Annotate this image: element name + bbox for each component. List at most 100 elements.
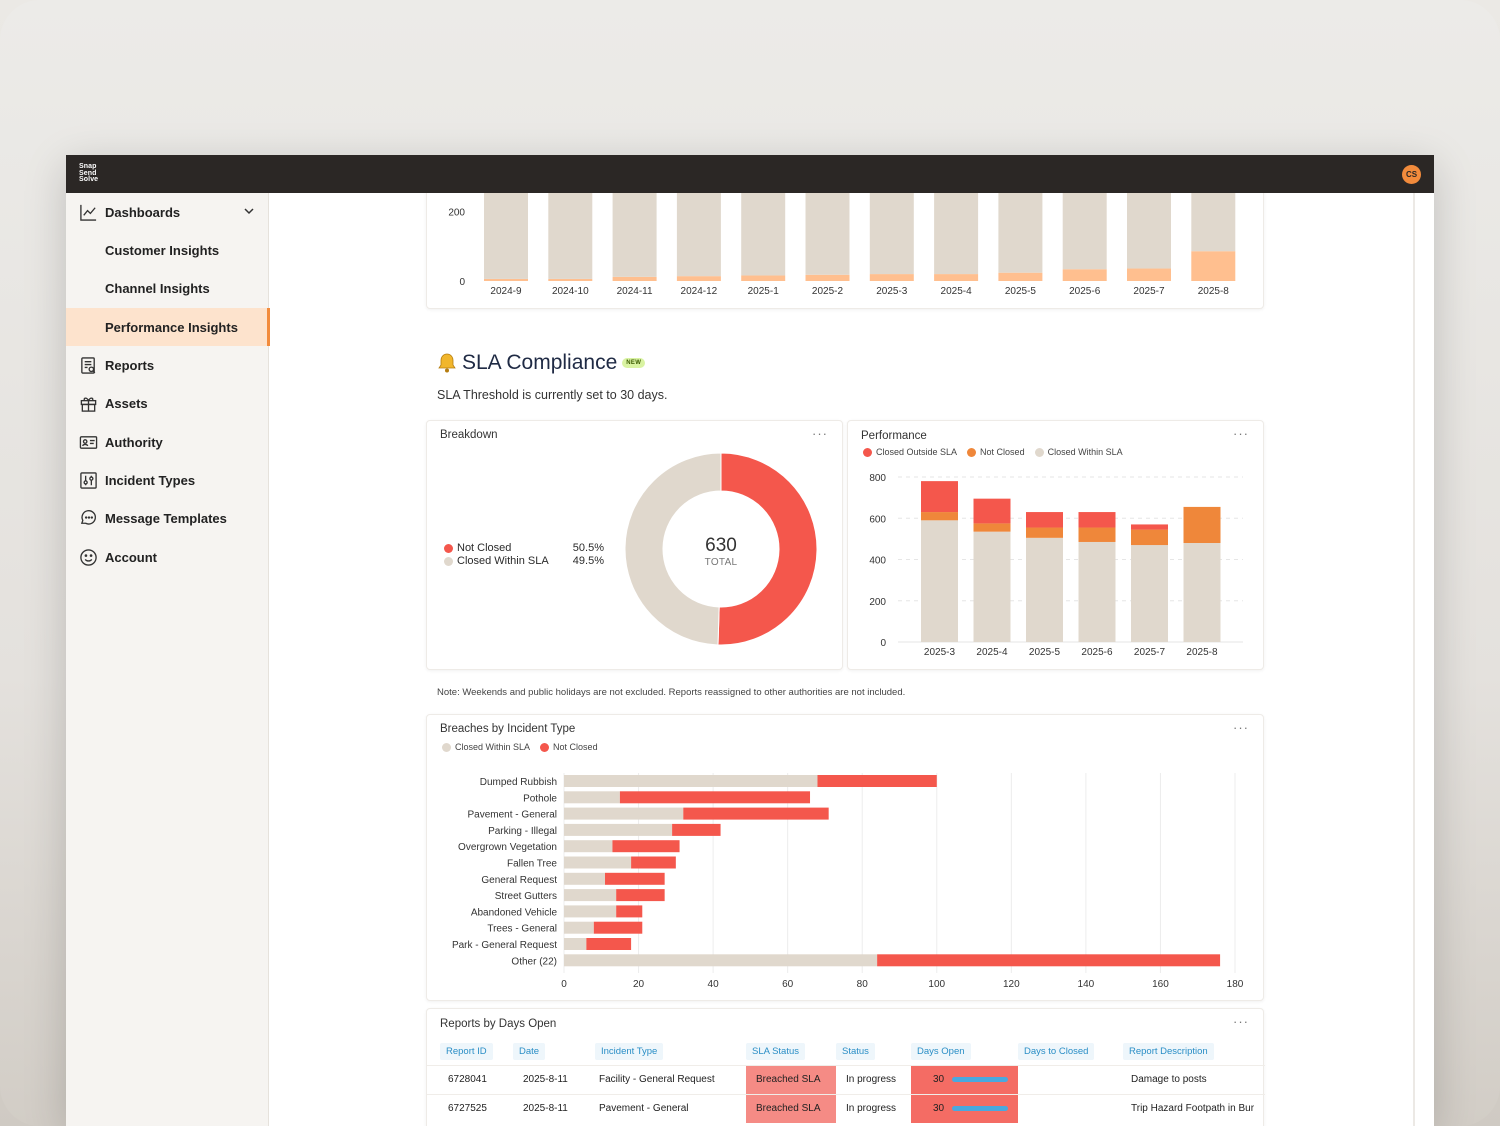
bar-segment (605, 872, 665, 885)
logo-line: Send (79, 169, 97, 177)
bar-segment (1183, 543, 1221, 642)
sidebar-item-channel-insights[interactable]: Channel Insights (66, 269, 269, 307)
donut-total-label: TOTAL (704, 557, 738, 568)
bar-segment (973, 531, 1011, 642)
sla-note: Note: Weekends and public holidays are n… (437, 687, 906, 698)
bar-segment-lower (869, 274, 914, 281)
x-tick-label: 140 (1078, 979, 1095, 990)
bar-segment (683, 807, 829, 820)
x-tick-label: 2025-6 (1081, 647, 1113, 658)
legend-item[interactable]: Closed Outside SLA (863, 447, 957, 457)
table-row[interactable]: 6728041 2025-8-11 Facility - General Req… (427, 1064, 1265, 1094)
y-tick-label: 800 (869, 473, 886, 484)
column-header-incident-type[interactable]: Incident Type (595, 1039, 746, 1065)
cell-days-open: 30 (911, 1093, 1018, 1123)
more-menu-icon[interactable]: ··· (1233, 720, 1249, 735)
bar-segment-upper (805, 193, 850, 275)
bar-segment (672, 823, 721, 836)
bar-segment (921, 520, 958, 642)
sidebar-item-message-templates[interactable]: Message Templates (66, 499, 269, 537)
y-tick-label: Pothole (523, 793, 557, 804)
legend-item: Not Closed 50.5% (444, 542, 604, 555)
user-avatar[interactable]: CS (1402, 165, 1421, 184)
column-header-status[interactable]: Status (836, 1039, 911, 1065)
legend-item[interactable]: Closed Within SLA (442, 742, 530, 752)
x-tick-label: 2025-4 (976, 647, 1008, 658)
column-header-report-id[interactable]: Report ID (427, 1039, 513, 1065)
section-title-text: SLA Compliance (462, 351, 618, 374)
x-tick-label: 2025-7 (1134, 647, 1166, 658)
sidebar-item-dashboards[interactable]: Dashboards (66, 193, 269, 231)
x-tick-label: 2025-6 (1069, 286, 1101, 297)
bar-segment (1183, 506, 1221, 543)
legend-pct: 50.5% (572, 542, 604, 554)
column-header-label: SLA Status (746, 1043, 806, 1061)
x-tick-label: 0 (561, 979, 567, 990)
sidebar-item-performance-insights[interactable]: Performance Insights (66, 308, 270, 346)
column-header-label: Report ID (440, 1043, 493, 1061)
scrollbar[interactable] (1413, 193, 1415, 1126)
cell-days-open: 30 (911, 1064, 1018, 1094)
more-menu-icon[interactable]: ··· (1233, 426, 1249, 441)
main-content: 0 200 2024-9 2024-10 2024-11 2024-12 2025-1 202… (276, 193, 1414, 1126)
sidebar-item-authority[interactable]: Authority (66, 423, 269, 461)
chevron-down-icon[interactable] (243, 205, 255, 217)
legend-swatch (442, 742, 451, 752)
more-menu-icon[interactable]: ··· (812, 426, 828, 441)
cell-sla-status: Breached SLA (746, 1064, 836, 1094)
sidebar-item-label: Authority (105, 434, 163, 450)
sidebar-item-customer-insights[interactable]: Customer Insights (66, 231, 269, 269)
section-title: SLA Compliance NEW (436, 351, 646, 375)
x-tick-label: 2025-5 (1005, 286, 1037, 297)
sidebar-item-label: Performance Insights (105, 319, 238, 335)
y-tick-label: Trees - General (487, 924, 557, 935)
bar-segment (877, 954, 1221, 967)
sidebar-item-label: Reports (105, 357, 155, 373)
bar-segment-lower (998, 272, 1043, 281)
column-header-description[interactable]: Report Description (1123, 1039, 1265, 1065)
bar-segment (616, 905, 643, 918)
legend-label: Closed Outside SLA (876, 447, 958, 457)
breaches-legend: Closed Within SLA Not Closed (442, 742, 608, 752)
sidebar: Dashboards Customer Insights Channel Ins… (66, 193, 270, 1126)
bar-segment (564, 954, 878, 967)
y-tick-label: Fallen Tree (507, 859, 557, 870)
column-header-label: Days Open (911, 1043, 971, 1061)
bar-segment-lower (934, 274, 979, 281)
bar-segment-upper (998, 193, 1043, 273)
legend-label: Not Closed (553, 742, 598, 752)
x-tick-label: 80 (857, 979, 869, 990)
column-header-date[interactable]: Date (513, 1039, 595, 1065)
legend-item[interactable]: Closed Within SLA (1034, 447, 1123, 457)
sidebar-item-reports[interactable]: Reports (66, 346, 269, 384)
more-menu-icon[interactable]: ··· (1233, 1014, 1249, 1029)
table-row[interactable]: 6727525 2025-8-11 Pavement - General Bre… (427, 1093, 1265, 1123)
bar-segment (564, 840, 613, 853)
x-tick-label: 160 (1152, 979, 1169, 990)
report-id-link[interactable]: 6728041 (427, 1064, 513, 1094)
cell-date: 2025-8-11 (513, 1093, 595, 1123)
legend-item[interactable]: Not Closed (967, 447, 1025, 457)
sidebar-item-label: Channel Insights (105, 280, 210, 296)
sidebar-item-account[interactable]: Account (66, 538, 269, 576)
sidebar-item-incident-types[interactable]: Incident Types (66, 461, 269, 499)
column-header-days-to-closed[interactable]: Days to Closed (1018, 1039, 1123, 1065)
column-header-days-open[interactable]: Days Open (911, 1039, 1018, 1065)
chart-line-icon (78, 202, 98, 222)
bar-segment-upper (869, 193, 914, 275)
legend-swatch (967, 447, 977, 457)
cell-incident-type: Pavement - General (595, 1093, 746, 1123)
donut-slice (717, 452, 818, 646)
days-open-value: 30 (933, 1103, 945, 1115)
report-id-link[interactable]: 6727525 (427, 1093, 513, 1123)
sidebar-item-assets[interactable]: Assets (66, 384, 269, 422)
breaches-card: Breaches by Incident Type ··· Closed Wit… (426, 714, 1264, 1001)
bar-segment-upper (612, 193, 657, 277)
y-tick-label: 400 (869, 556, 886, 567)
performance-legend: Closed Outside SLA Not Closed Closed Wit… (863, 447, 1133, 457)
bar-segment (564, 938, 587, 950)
app-logo[interactable]: Snap Send Solve (79, 163, 98, 184)
legend-item[interactable]: Not Closed (540, 742, 598, 752)
column-header-sla-status[interactable]: SLA Status (746, 1039, 836, 1065)
bar-segment-lower (548, 278, 593, 281)
